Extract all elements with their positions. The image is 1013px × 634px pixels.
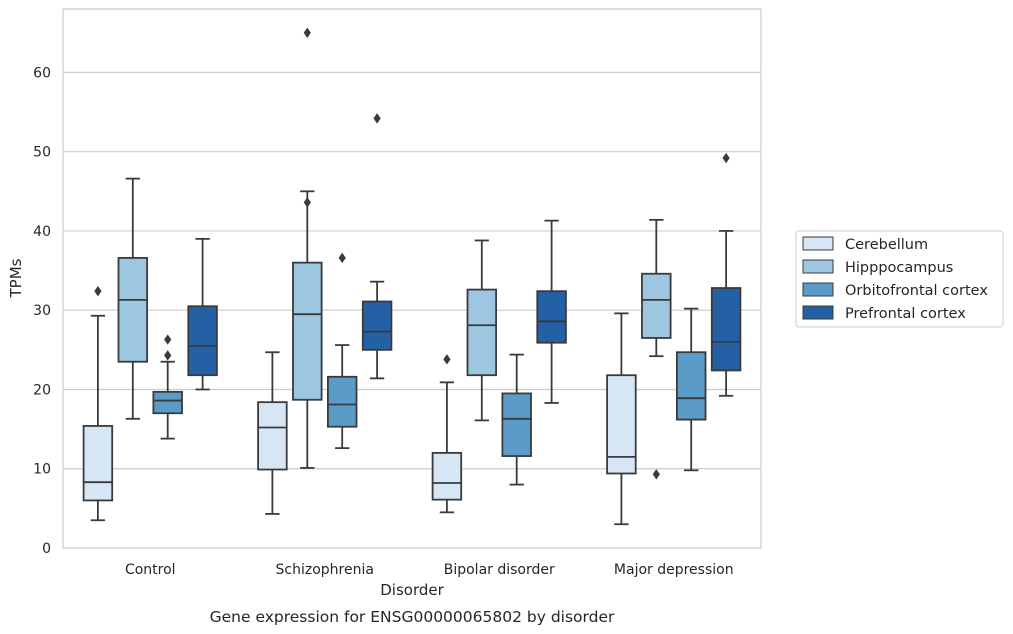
series-hipppocampus [117,27,672,480]
x-tick-label: Control [125,562,176,578]
box [187,237,218,391]
iqr-box [606,374,637,475]
iqr-box [675,351,707,421]
box [326,252,358,450]
y-axis-ticks: 0 10 20 30 40 50 60 [33,65,51,557]
box [152,334,183,440]
iqr-box [710,287,742,372]
iqr-box [187,305,218,377]
legend-entry-label: Cerebellum [845,237,928,253]
box [536,219,567,404]
plot-area-frame [62,8,762,549]
box-series-group [82,27,742,526]
box [82,285,114,522]
legend: Cerebellum Hipppocampus Orbitofrontal cort… [795,230,1004,328]
chart-caption: Gene expression for ENSG00000065802 by d… [210,608,615,626]
outlier-point [722,152,730,164]
legend-frame [795,230,1004,328]
legend-swatch [802,282,834,297]
iqr-box [292,261,323,401]
x-tick-label: Bipolar disorder [444,562,555,578]
outlier-point [443,354,451,365]
outlier-point [164,334,172,345]
iqr-box [257,401,288,471]
outlier-point [652,469,660,480]
legend-swatch [802,259,834,274]
iqr-box [152,390,183,415]
box [361,113,393,380]
gridlines [63,71,761,470]
outlier-point [373,113,381,124]
y-tick-label: 40 [33,224,51,240]
box [292,27,323,469]
box [431,354,463,514]
series-cerebellum [82,285,637,526]
box [641,218,672,480]
box [501,353,532,486]
y-axis-label: TPMs [7,258,25,298]
legend-entry-label: Hipppocampus [845,260,953,276]
x-axis-label: Disorder [380,581,444,599]
series-orbitofrontal-cortex [152,252,707,486]
x-axis-ticks: Control Schizophrenia Bipolar disorder Majo… [125,562,734,578]
x-tick-label: Schizophrenia [276,562,374,578]
iqr-box [326,375,358,428]
iqr-box [466,288,498,377]
box [675,307,707,472]
box [466,239,498,422]
iqr-box [431,451,463,501]
outlier-point [303,197,311,208]
iqr-box [641,272,672,339]
outlier-point [303,27,311,38]
y-tick-label: 30 [33,303,51,319]
series-prefrontal-cortex [187,113,742,404]
iqr-box [536,290,567,344]
iqr-box [82,425,114,502]
legend-swatch [802,305,834,320]
y-tick-label: 20 [33,382,51,398]
y-tick-label: 10 [33,462,51,478]
legend-entry-label: Prefrontal cortex [845,306,966,322]
legend-entry-label: Orbitofrontal cortex [845,283,988,299]
x-tick-label: Major depression [614,562,734,578]
iqr-box [117,256,149,363]
y-tick-label: 0 [42,541,51,557]
iqr-box [361,300,393,351]
box [117,177,149,420]
box [257,351,288,515]
outlier-point [94,285,102,297]
y-tick-label: 50 [33,145,51,161]
outlier-point [164,350,172,361]
iqr-box [501,392,532,457]
y-tick-label: 60 [33,65,51,81]
legend-swatch [802,236,834,251]
outlier-point [338,252,346,264]
box [710,152,742,397]
box [606,312,637,526]
